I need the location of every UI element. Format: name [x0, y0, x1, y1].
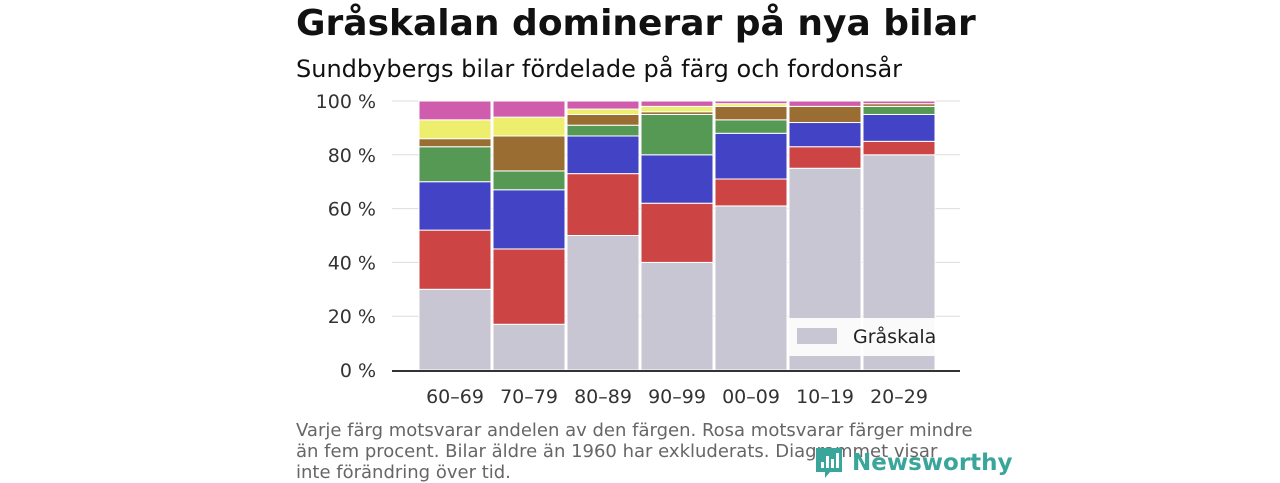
bar-segment [640, 202, 714, 263]
bar-segment [714, 100, 788, 105]
bar-segment [714, 178, 788, 207]
bar-segment [714, 119, 788, 134]
newsworthy-chart-icon [816, 448, 842, 478]
bar-segment [714, 132, 788, 180]
legend-label: Gråskala [853, 325, 936, 348]
bar-segment [788, 100, 862, 107]
bar-segment [566, 235, 640, 371]
bar-segment [492, 135, 566, 172]
y-tick-label: 20 % [328, 306, 376, 328]
bar-segment [418, 119, 492, 140]
x-tick-label: 60–69 [426, 386, 484, 408]
bar-segment [862, 113, 936, 142]
x-tick-label: 80–89 [574, 386, 632, 408]
y-tick-label: 0 % [340, 360, 376, 382]
bar-segment [862, 140, 936, 156]
bar-segment [640, 105, 714, 113]
bar-segment [492, 100, 566, 118]
bar-segment [492, 170, 566, 191]
bar-segment [566, 100, 640, 110]
bar-segment [566, 135, 640, 175]
chart-title: Gråskalan dominerar på nya bilar [296, 3, 976, 44]
bar-segment [418, 181, 492, 231]
bar-segment [640, 113, 714, 156]
y-tick-label: 40 % [328, 252, 376, 274]
bar-segment [418, 229, 492, 290]
bar-segment [640, 100, 714, 107]
bar-segment [862, 105, 936, 115]
legend-swatch [797, 328, 837, 344]
bar-segment [418, 288, 492, 371]
bar-segment [714, 205, 788, 371]
chart-subtitle: Sundbybergs bilar fördelade på färg och … [296, 55, 903, 83]
chart-caption: Varje färg motsvarar andelen av den färg… [296, 420, 973, 483]
bar-segment [492, 116, 566, 137]
bar-segment [492, 189, 566, 250]
bar-segment [492, 323, 566, 371]
legend: Gråskala [787, 318, 937, 356]
bar-segment [566, 124, 640, 137]
y-tick-label: 80 % [328, 145, 376, 167]
stacked-bar-chart: 0 % 20 % 40 % 60 % 80 % 100 % 60–69 70–79 80–89 9… [316, 91, 960, 408]
x-tick-label: 20–29 [870, 386, 928, 408]
bar-segment [788, 122, 862, 148]
bar-segment [566, 108, 640, 115]
axes: 0 % 20 % 40 % 60 % 80 % 100 % 60–69 70–79 80–89 9… [316, 91, 960, 408]
bar-segment [788, 146, 862, 169]
bar-segment [862, 100, 936, 105]
bar-segment [566, 173, 640, 237]
newsworthy-logo[interactable]: Newsworthy [814, 446, 1013, 480]
bar-segment [566, 113, 640, 126]
bar-segment [418, 138, 492, 148]
bar-segment [492, 248, 566, 325]
y-tick-label: 60 % [328, 199, 376, 221]
bar-segment [418, 100, 492, 121]
x-tick-label: 90–99 [648, 386, 706, 408]
x-tick-label: 10–19 [796, 386, 854, 408]
bar-segment [714, 105, 788, 121]
bar-segment [418, 146, 492, 183]
bar-segment [640, 154, 714, 204]
bars [418, 100, 936, 371]
y-tick-label: 100 % [316, 91, 376, 113]
x-tick-label: 00–09 [722, 386, 780, 408]
x-tick-label: 70–79 [500, 386, 558, 408]
bar-segment [788, 105, 862, 124]
bar-segment [640, 261, 714, 371]
legend-box [787, 318, 937, 356]
logo-text: Newsworthy [852, 450, 1013, 476]
